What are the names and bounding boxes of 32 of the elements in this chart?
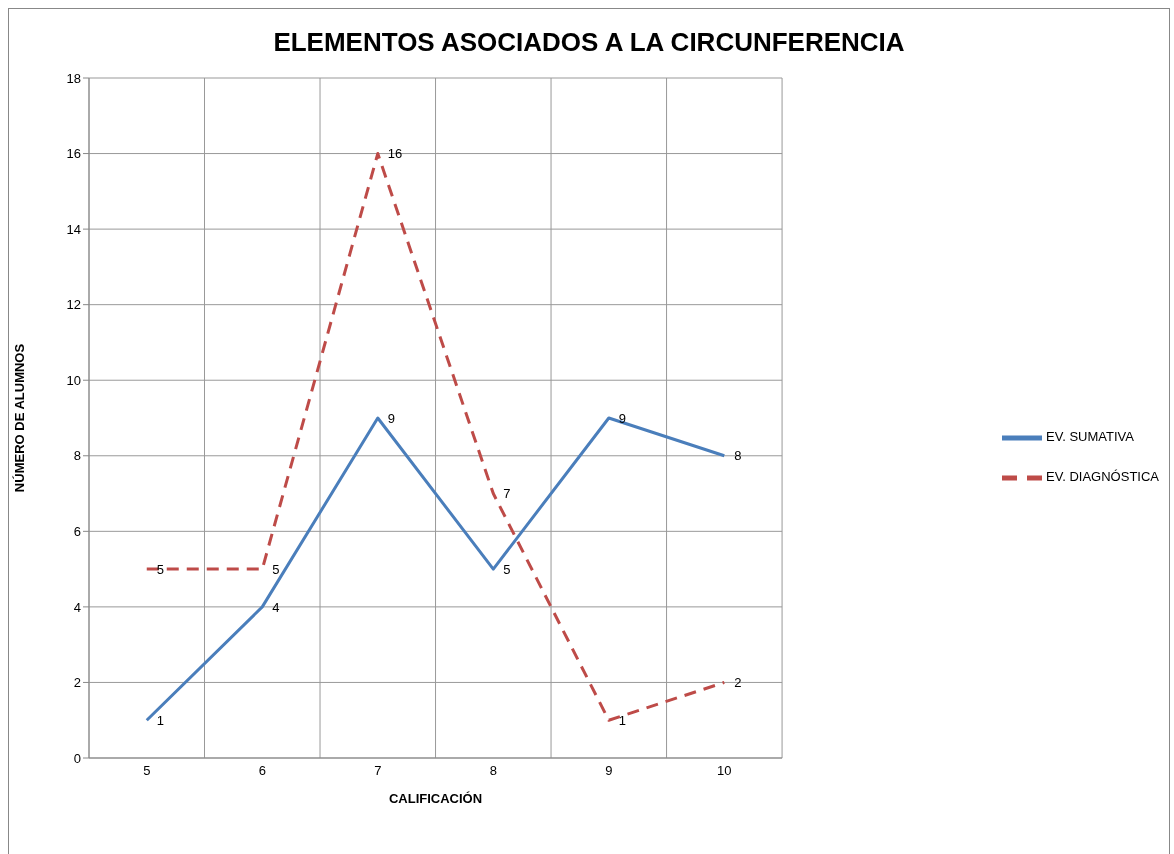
x-tick-label: 10: [717, 763, 732, 779]
chart-title: ELEMENTOS ASOCIADOS A LA CIRCUNFERENCIA: [272, 26, 906, 58]
data-label: 5: [503, 561, 511, 577]
y-tick-label: 10: [66, 372, 81, 388]
y-tick-label: 8: [73, 448, 81, 464]
y-tick-label: 4: [73, 599, 81, 615]
y-tick-label: 14: [66, 221, 81, 237]
x-axis-title: CALIFICACIÓN: [388, 791, 483, 806]
x-tick-label: 7: [374, 763, 382, 779]
x-tick-label: 8: [489, 763, 497, 779]
y-tick-label: 16: [66, 146, 81, 162]
data-label: 2: [734, 675, 742, 691]
legend-label: EV. SUMATIVA: [1046, 429, 1134, 445]
data-label: 1: [618, 712, 627, 728]
data-label: 7: [503, 486, 511, 502]
data-label: 1: [156, 712, 164, 728]
data-label: 16: [387, 146, 403, 162]
x-tick-label: 6: [258, 763, 266, 779]
data-label: 5: [156, 561, 164, 577]
x-tick-label: 9: [605, 763, 613, 779]
data-label: 9: [387, 410, 396, 426]
y-tick-label: 12: [66, 297, 81, 313]
data-label: 4: [272, 599, 280, 615]
y-tick-label: 2: [73, 675, 81, 691]
y-tick-label: 18: [66, 70, 81, 86]
data-label: 5: [272, 561, 280, 577]
legend-label: EV. DIAGNÓSTICA: [1046, 469, 1159, 485]
data-label: 8: [734, 448, 742, 464]
x-tick-label: 5: [143, 763, 151, 779]
y-tick-label: 0: [73, 750, 81, 766]
y-axis-title: NÚMERO DE ALUMNOS: [11, 343, 27, 493]
y-tick-label: 6: [73, 523, 81, 539]
